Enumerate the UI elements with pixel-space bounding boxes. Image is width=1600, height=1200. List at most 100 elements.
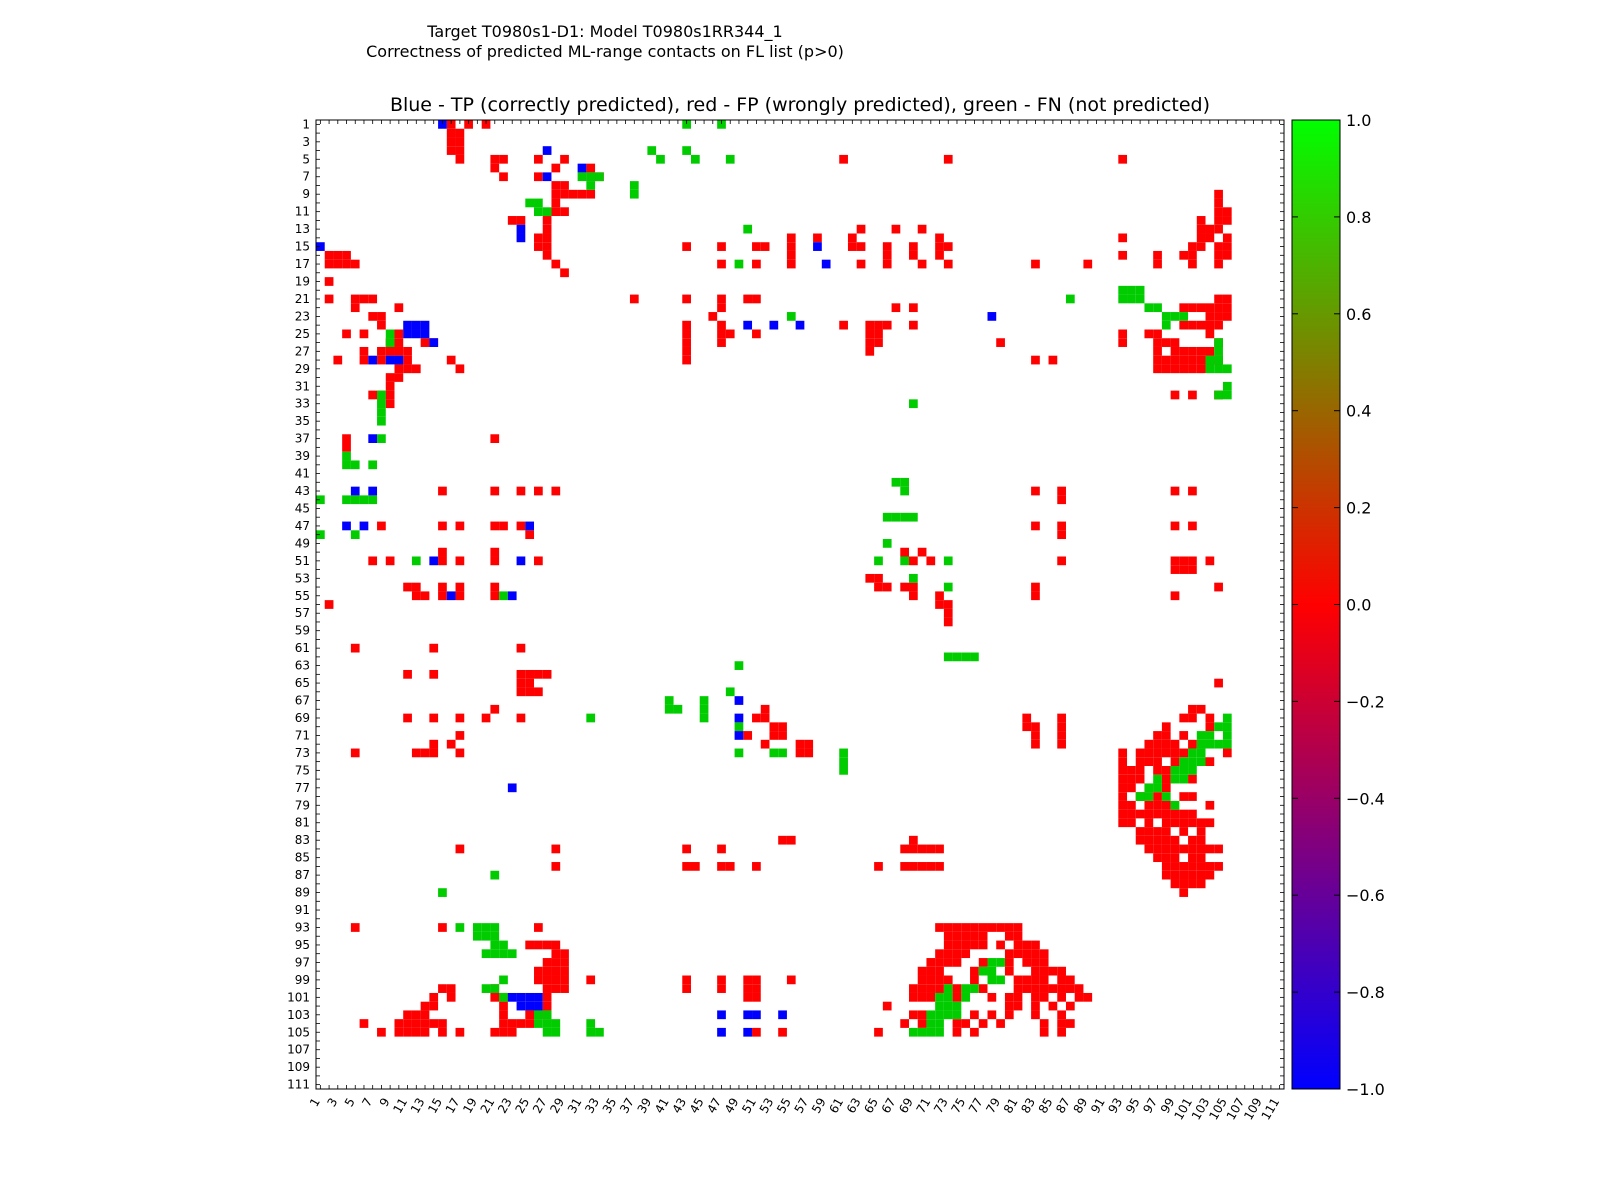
x-tick-label: 49 <box>722 1096 742 1116</box>
contact-cell-fp <box>1048 966 1058 976</box>
contact-cell-fp <box>935 862 944 871</box>
contact-cell-fp <box>1188 303 1197 313</box>
contact-cell-fp <box>1031 984 1040 993</box>
contact-cell-fp <box>1179 818 1189 828</box>
contact-cell-fp <box>455 146 465 155</box>
contact-cell-fn <box>1222 713 1232 723</box>
contact-cell-fp <box>1188 390 1197 400</box>
contact-cell-fp <box>1179 870 1189 880</box>
contact-cell-fp <box>717 984 726 993</box>
contact-cell-fp <box>1135 809 1145 819</box>
contact-cell-fp <box>1179 346 1189 356</box>
contact-cell-fn <box>490 940 500 950</box>
contact-cell-fp <box>1031 1010 1040 1020</box>
contact-cell-fp <box>1170 565 1180 574</box>
contact-cell-fp <box>926 958 936 967</box>
contact-cell-fp <box>1153 259 1162 269</box>
contact-cell-fp <box>1188 364 1197 374</box>
contact-cell-fp <box>1161 809 1171 819</box>
contact-cell-fp <box>403 1027 412 1037</box>
contact-cell-fp <box>1144 329 1154 339</box>
contact-cell-fp <box>420 338 430 347</box>
contact-cell-fp <box>1196 320 1206 330</box>
contact-cell-tp <box>516 1001 526 1011</box>
contact-cell-fp <box>333 259 343 269</box>
contact-cell-fn <box>350 530 360 540</box>
contact-cell-fp <box>516 486 526 496</box>
contact-cell-fp <box>1161 338 1171 347</box>
contact-cell-fp <box>804 739 814 749</box>
contact-cell-fp <box>778 1027 787 1037</box>
contact-cell-fp <box>917 862 927 871</box>
contact-cell-fp <box>909 556 918 566</box>
contact-cell-tp <box>525 992 535 1002</box>
x-tick-label: 37 <box>617 1096 637 1116</box>
contact-cell-fp <box>403 346 412 356</box>
contact-cell-fp <box>1004 966 1014 976</box>
contact-cell-fp <box>900 1019 910 1028</box>
contact-cell-fp <box>970 931 979 941</box>
contact-cell-tp <box>438 120 447 129</box>
contact-cell-fp <box>429 992 439 1002</box>
contact-cell-fp <box>551 940 561 950</box>
contact-cell-fn <box>1214 355 1223 365</box>
contact-cell-fp <box>516 521 526 531</box>
y-tick-label: 39 <box>295 449 310 463</box>
contact-cell-fp <box>1170 591 1180 601</box>
contact-cell-fp <box>385 390 395 400</box>
contact-cell-fp <box>1188 355 1197 365</box>
contact-cell-fp <box>560 984 569 993</box>
contact-cell-fp <box>1170 835 1180 845</box>
contact-cell-fp <box>1039 984 1049 993</box>
contact-cell-fp <box>891 303 901 313</box>
contact-cell-tp <box>429 556 439 566</box>
y-tick-label: 87 <box>295 868 310 882</box>
contact-cell-fp <box>1196 862 1206 871</box>
contact-cell-fn <box>595 1027 604 1037</box>
contact-cell-fp <box>429 669 439 679</box>
contact-cell-fp <box>377 1027 386 1037</box>
x-tick-label: 23 <box>495 1096 515 1116</box>
contact-cell-fn <box>342 451 351 461</box>
contact-cell-fp <box>743 731 753 740</box>
x-tick-label: 1 <box>307 1096 323 1110</box>
x-tick-label: 31 <box>565 1096 585 1116</box>
contact-cell-fp <box>1188 853 1197 863</box>
contact-cell-fp <box>1161 774 1171 784</box>
contact-cell-fp <box>935 984 944 993</box>
contact-cell-fp <box>438 591 447 601</box>
contact-cell-fn <box>577 172 587 182</box>
contact-cell-fp <box>455 748 465 758</box>
contact-cell-fp <box>1196 364 1206 374</box>
contact-cell-fp <box>525 687 535 697</box>
contact-cell-fn <box>368 495 378 505</box>
contact-cell-fp <box>1031 521 1040 531</box>
contact-cell-fn <box>1118 285 1128 295</box>
contact-cell-fp <box>943 940 953 950</box>
contact-cell-fp <box>1144 827 1154 836</box>
contact-cell-fp <box>429 748 439 758</box>
contact-cell-fp <box>438 521 447 531</box>
contact-cell-fp <box>1031 722 1040 732</box>
contact-cell-fp <box>952 949 962 959</box>
contact-cell-fp <box>865 329 875 339</box>
contact-cell-fn <box>647 146 657 155</box>
contact-cell-fp <box>1031 992 1040 1002</box>
contact-cell-fp <box>1127 783 1136 793</box>
contact-cell-fn <box>943 984 953 993</box>
contact-cell-fn <box>551 1027 561 1037</box>
contact-cell-fp <box>961 1019 971 1028</box>
contact-cell-fn <box>900 486 910 496</box>
y-tick-label: 105 <box>287 1025 310 1039</box>
contact-cell-fp <box>725 862 735 871</box>
contact-cell-fp <box>900 862 910 871</box>
contact-cell-fn <box>1118 294 1128 304</box>
contact-cell-fp <box>1170 521 1180 531</box>
contact-cell-fp <box>970 1010 979 1020</box>
contact-cell-fp <box>935 591 944 601</box>
contact-cell-fp <box>1031 731 1040 740</box>
x-tick-label: 65 <box>861 1096 881 1116</box>
contact-cell-fp <box>952 931 962 941</box>
contact-cell-fp <box>1214 242 1223 251</box>
contact-cell-fp <box>1214 844 1223 854</box>
